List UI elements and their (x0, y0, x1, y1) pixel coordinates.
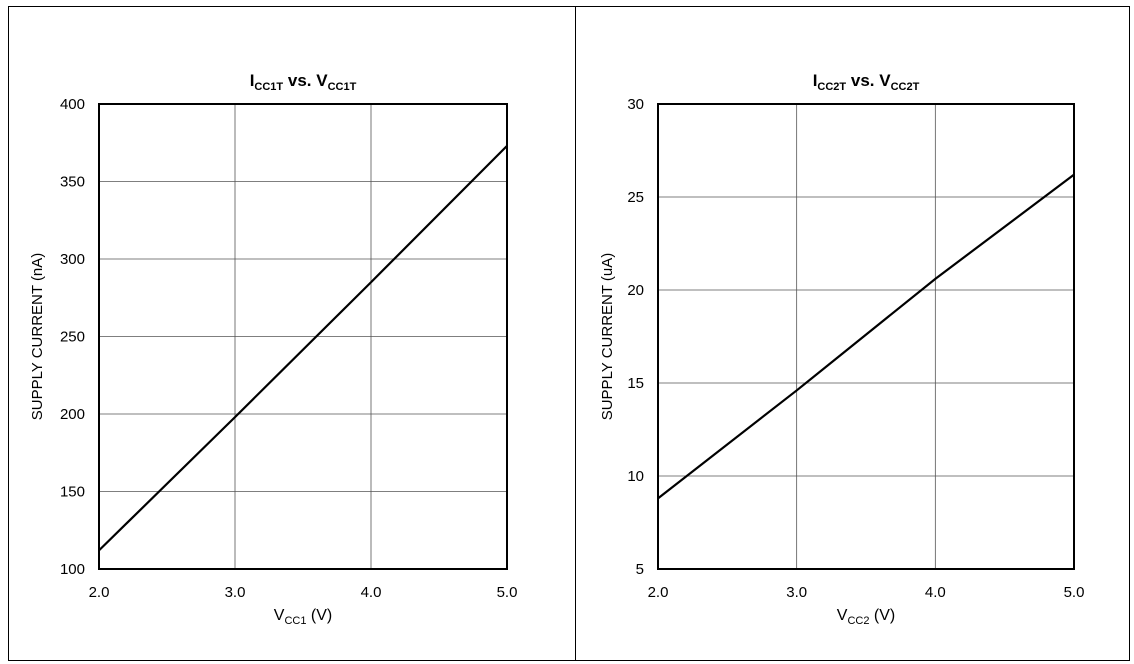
chart2-title-sub: CC2T (817, 81, 846, 93)
chart2-x-tick-label: 4.0 (925, 584, 946, 601)
chart1-title-sub: CC1T (254, 81, 283, 93)
chart1-x-tick-label: 5.0 (497, 584, 518, 601)
chart1-y-tick-label: 350 (60, 174, 85, 191)
chart1-y-tick-label: 300 (60, 251, 85, 268)
chart2-series-line (657, 173, 1075, 500)
chart2-title-mid: vs. V (846, 71, 891, 90)
chart1-y-tick-label: 100 (60, 561, 85, 578)
figure-frame (8, 6, 1130, 661)
chart2-title-main: I (813, 71, 818, 90)
chart1-plot-border (98, 103, 508, 570)
chart2-x-axis-label: VCC2 (V) (837, 607, 895, 627)
chart1-title: ICC1T vs. VCC1T (250, 71, 357, 93)
chart2-title-sub2: CC2T (891, 81, 920, 93)
chart1-title-main: I (250, 71, 255, 90)
chart1-title-sub2: CC1T (328, 81, 357, 93)
chart1-y-tick-label: 200 (60, 406, 85, 423)
chart2-y-tick-label: 20 (627, 282, 644, 299)
chart2-y-axis-label: SUPPLY CURRENT (uA) (599, 253, 616, 421)
chart2-y-tick-label: 25 (627, 189, 644, 206)
chart1-x-tick-label: 4.0 (361, 584, 382, 601)
chart1-y-axis-label: SUPPLY CURRENT (nA) (29, 253, 46, 421)
chart2-x-tick-label: 2.0 (648, 584, 669, 601)
chart1-title-mid: vs. V (283, 71, 328, 90)
chart2-y-tick-label: 10 (627, 468, 644, 485)
chart2-y-tick-label: 30 (627, 96, 644, 113)
chart2-x-axis-label-sub: CC2 (847, 615, 869, 627)
chart2-x-tick-label: 5.0 (1064, 584, 1085, 601)
chart1-x-axis-label: VCC1 (V) (274, 607, 332, 627)
chart2-y-tick-label: 15 (627, 375, 644, 392)
chart1-x-axis-label-sub: CC1 (284, 615, 306, 627)
chart2-x-axis-label-main: V (837, 607, 848, 624)
chart2-x-tick-label: 3.0 (786, 584, 807, 601)
chart1-x-axis-label-main: V (274, 607, 285, 624)
chart2-plot-border (657, 103, 1075, 570)
chart1-x-axis-label-unit: (V) (306, 607, 332, 624)
chart2-title: ICC2T vs. VCC2T (813, 71, 920, 93)
chart1-y-tick-label: 150 (60, 484, 85, 501)
panel-divider (575, 6, 576, 661)
chart2-x-axis-label-unit: (V) (869, 607, 895, 624)
chart1-series-line (98, 145, 508, 552)
chart1-x-tick-label: 3.0 (225, 584, 246, 601)
chart1-y-tick-label: 250 (60, 329, 85, 346)
chart1-y-tick-label: 400 (60, 96, 85, 113)
chart1-x-tick-label: 2.0 (89, 584, 110, 601)
chart2-y-tick-label: 5 (636, 561, 644, 578)
